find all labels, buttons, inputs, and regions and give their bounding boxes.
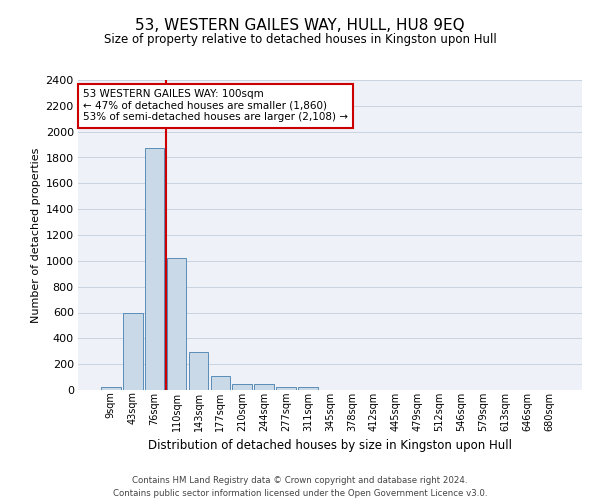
Bar bbox=[188, 352, 208, 390]
Y-axis label: Number of detached properties: Number of detached properties bbox=[31, 148, 41, 322]
Text: Size of property relative to detached houses in Kingston upon Hull: Size of property relative to detached ho… bbox=[104, 32, 496, 46]
X-axis label: Distribution of detached houses by size in Kingston upon Hull: Distribution of detached houses by size … bbox=[148, 439, 512, 452]
Bar bbox=[145, 148, 164, 390]
Text: 53, WESTERN GAILES WAY, HULL, HU8 9EQ: 53, WESTERN GAILES WAY, HULL, HU8 9EQ bbox=[135, 18, 465, 32]
Bar bbox=[232, 384, 252, 390]
Bar bbox=[101, 388, 121, 390]
Text: Contains HM Land Registry data © Crown copyright and database right 2024.
Contai: Contains HM Land Registry data © Crown c… bbox=[113, 476, 487, 498]
Bar bbox=[298, 388, 318, 390]
Text: 53 WESTERN GAILES WAY: 100sqm
← 47% of detached houses are smaller (1,860)
53% o: 53 WESTERN GAILES WAY: 100sqm ← 47% of d… bbox=[83, 90, 348, 122]
Bar bbox=[211, 376, 230, 390]
Bar bbox=[276, 387, 296, 390]
Bar bbox=[123, 313, 143, 390]
Bar bbox=[167, 258, 187, 390]
Bar bbox=[254, 384, 274, 390]
